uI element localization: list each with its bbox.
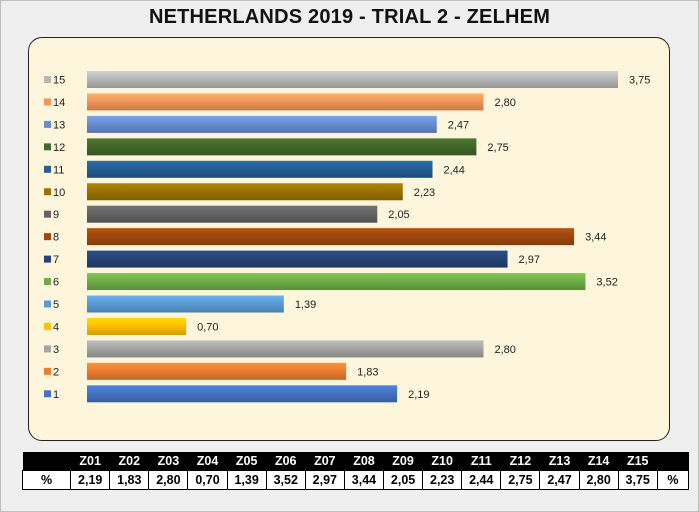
legend-label-7: 7	[53, 254, 59, 266]
value-label-2: 1,83	[357, 366, 378, 378]
table-value-row: % 2,19 1,83 2,80 0,70 1,39 3,52 2,97 3,44 2,05 2,2…	[21, 470, 690, 490]
legend-swatch-8	[44, 233, 51, 241]
legend-label-6: 6	[53, 277, 59, 289]
data-table: Z01 Z02 Z03 Z04 Z05 Z06 Z07 Z08 Z09 Z10 Z11 Z12 Z13 Z…	[21, 452, 690, 490]
bar-9	[87, 205, 378, 223]
value-label-1: 2,19	[408, 389, 429, 401]
legend-swatch-15	[44, 76, 51, 83]
bar-4	[87, 317, 187, 335]
table-header-Z02: Z02	[109, 452, 149, 471]
legend-swatch-7	[44, 255, 51, 263]
table-header-end	[657, 452, 689, 471]
table-header-Z15: Z15	[618, 452, 658, 471]
chart-title: NETHERLANDS 2019 - TRIAL 2 - ZELHEM	[148, 6, 551, 28]
value-label-3: 2,80	[494, 344, 515, 356]
table-cell-Z10: 2,23	[422, 470, 463, 490]
value-label-12: 2,75	[487, 142, 508, 154]
table-cell-Z07: 2,97	[304, 470, 345, 490]
value-label-10: 2,23	[414, 187, 435, 199]
bar-2	[87, 362, 347, 380]
bar-15	[87, 71, 618, 88]
table-header-Z08: Z08	[344, 452, 384, 471]
legend-swatch-9	[44, 210, 51, 218]
bar-3	[87, 340, 484, 358]
table-cell-Z14: 2,80	[578, 470, 619, 490]
table-header-row: Z01 Z02 Z03 Z04 Z05 Z06 Z07 Z08 Z09 Z10 Z11 Z12 Z13 Z…	[22, 452, 689, 471]
value-label-8: 3,44	[585, 232, 606, 244]
legend-swatch-5	[44, 300, 51, 308]
legend-swatch-14	[44, 98, 51, 106]
table-header-corner	[22, 452, 71, 471]
bar-11	[87, 160, 433, 178]
value-label-15: 3,75	[629, 75, 650, 87]
table-row-unit: %	[656, 470, 690, 490]
table-header-Z10: Z10	[422, 452, 462, 471]
table-header-Z07: Z07	[305, 452, 345, 471]
table-header-Z09: Z09	[383, 452, 423, 471]
legend-swatch-4	[44, 322, 51, 330]
table-cell-Z06: 3,52	[265, 470, 306, 490]
legend-label-13: 13	[53, 119, 65, 131]
value-label-9: 2,05	[388, 209, 409, 221]
table-header-Z05: Z05	[227, 452, 267, 471]
legend-swatch-3	[44, 345, 51, 353]
table-cell-Z01: 2,19	[70, 470, 111, 490]
legend-label-11: 11	[53, 164, 64, 176]
table-cell-Z09: 2,05	[383, 470, 424, 490]
table-cell-Z04: 0,70	[187, 470, 228, 490]
legend-label-12: 12	[53, 142, 65, 154]
value-label-4: 0,70	[197, 321, 218, 333]
table-header-Z04: Z04	[187, 452, 228, 471]
table-row-label: %	[21, 470, 72, 490]
table-cell-Z12: 2,75	[500, 470, 541, 490]
bar-6	[87, 273, 586, 291]
value-label-14: 2,80	[494, 97, 515, 109]
value-label-6: 3,52	[596, 277, 617, 289]
table-cell-Z13: 2,47	[539, 470, 580, 490]
value-label-13: 2,47	[448, 119, 469, 131]
legend-swatch-1	[44, 390, 51, 398]
legend-label-4: 4	[53, 321, 59, 333]
table-header-Z01: Z01	[70, 452, 110, 471]
legend-swatch-10	[44, 188, 51, 196]
table-cell-Z08: 3,44	[343, 470, 385, 490]
legend-swatch-12	[44, 143, 51, 151]
bar-1	[87, 385, 398, 403]
legend-label-14: 14	[53, 97, 65, 109]
table-cell-Z05: 1,39	[226, 470, 267, 490]
table-header-Z12: Z12	[500, 452, 540, 471]
table-header-Z13: Z13	[539, 452, 580, 471]
table-cell-Z03: 2,80	[148, 470, 189, 490]
value-label-11: 2,44	[444, 164, 465, 176]
legend-swatch-6	[44, 278, 51, 286]
table-header-Z06: Z06	[266, 452, 306, 471]
legend-label-9: 9	[53, 209, 59, 221]
bar-12	[87, 138, 477, 156]
bar-7	[87, 250, 508, 268]
bar-10	[87, 183, 403, 201]
legend-label-2: 2	[53, 366, 59, 378]
legend-label-1: 1	[53, 389, 59, 401]
value-label-5: 1,39	[295, 299, 316, 311]
legend-swatch-13	[44, 120, 51, 128]
legend-label-8: 8	[53, 232, 59, 244]
bar-14	[87, 93, 484, 111]
legend-label-10: 10	[53, 187, 65, 199]
bar-5	[87, 295, 284, 313]
legend-label-3: 3	[53, 344, 59, 356]
legend-swatch-2	[44, 367, 51, 375]
table-cell-Z02: 1,83	[109, 470, 150, 490]
bar-8	[87, 228, 575, 246]
table-header-Z03: Z03	[148, 452, 188, 471]
legend-label-15: 15	[53, 75, 65, 87]
value-label-7: 2,97	[519, 254, 540, 266]
table-cell-Z15: 3,75	[617, 470, 658, 490]
bar-13	[87, 115, 437, 133]
legend-label-5: 5	[53, 299, 59, 311]
table-header-Z14: Z14	[579, 452, 619, 471]
table-header-Z11: Z11	[461, 452, 501, 471]
table-cell-Z11: 2,44	[461, 470, 502, 490]
legend-swatch-11	[44, 165, 51, 173]
